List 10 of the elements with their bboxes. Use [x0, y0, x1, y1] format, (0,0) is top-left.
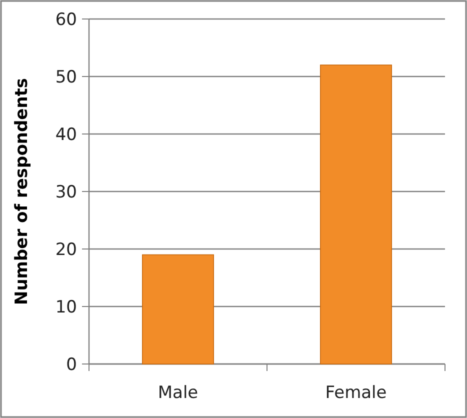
- x-tick-label: Male: [158, 383, 198, 403]
- y-tick-label: 60: [55, 10, 77, 30]
- y-tick-label: 30: [55, 182, 77, 202]
- y-tick-label: 40: [55, 124, 77, 145]
- y-axis-title: Number of respondents: [12, 78, 32, 306]
- y-tick-label: 10: [55, 297, 77, 318]
- y-tick-label: 0: [66, 354, 77, 375]
- x-tick-label: Female: [325, 383, 387, 403]
- y-tick-label: 50: [55, 67, 77, 88]
- y-tick-label: 20: [55, 240, 77, 260]
